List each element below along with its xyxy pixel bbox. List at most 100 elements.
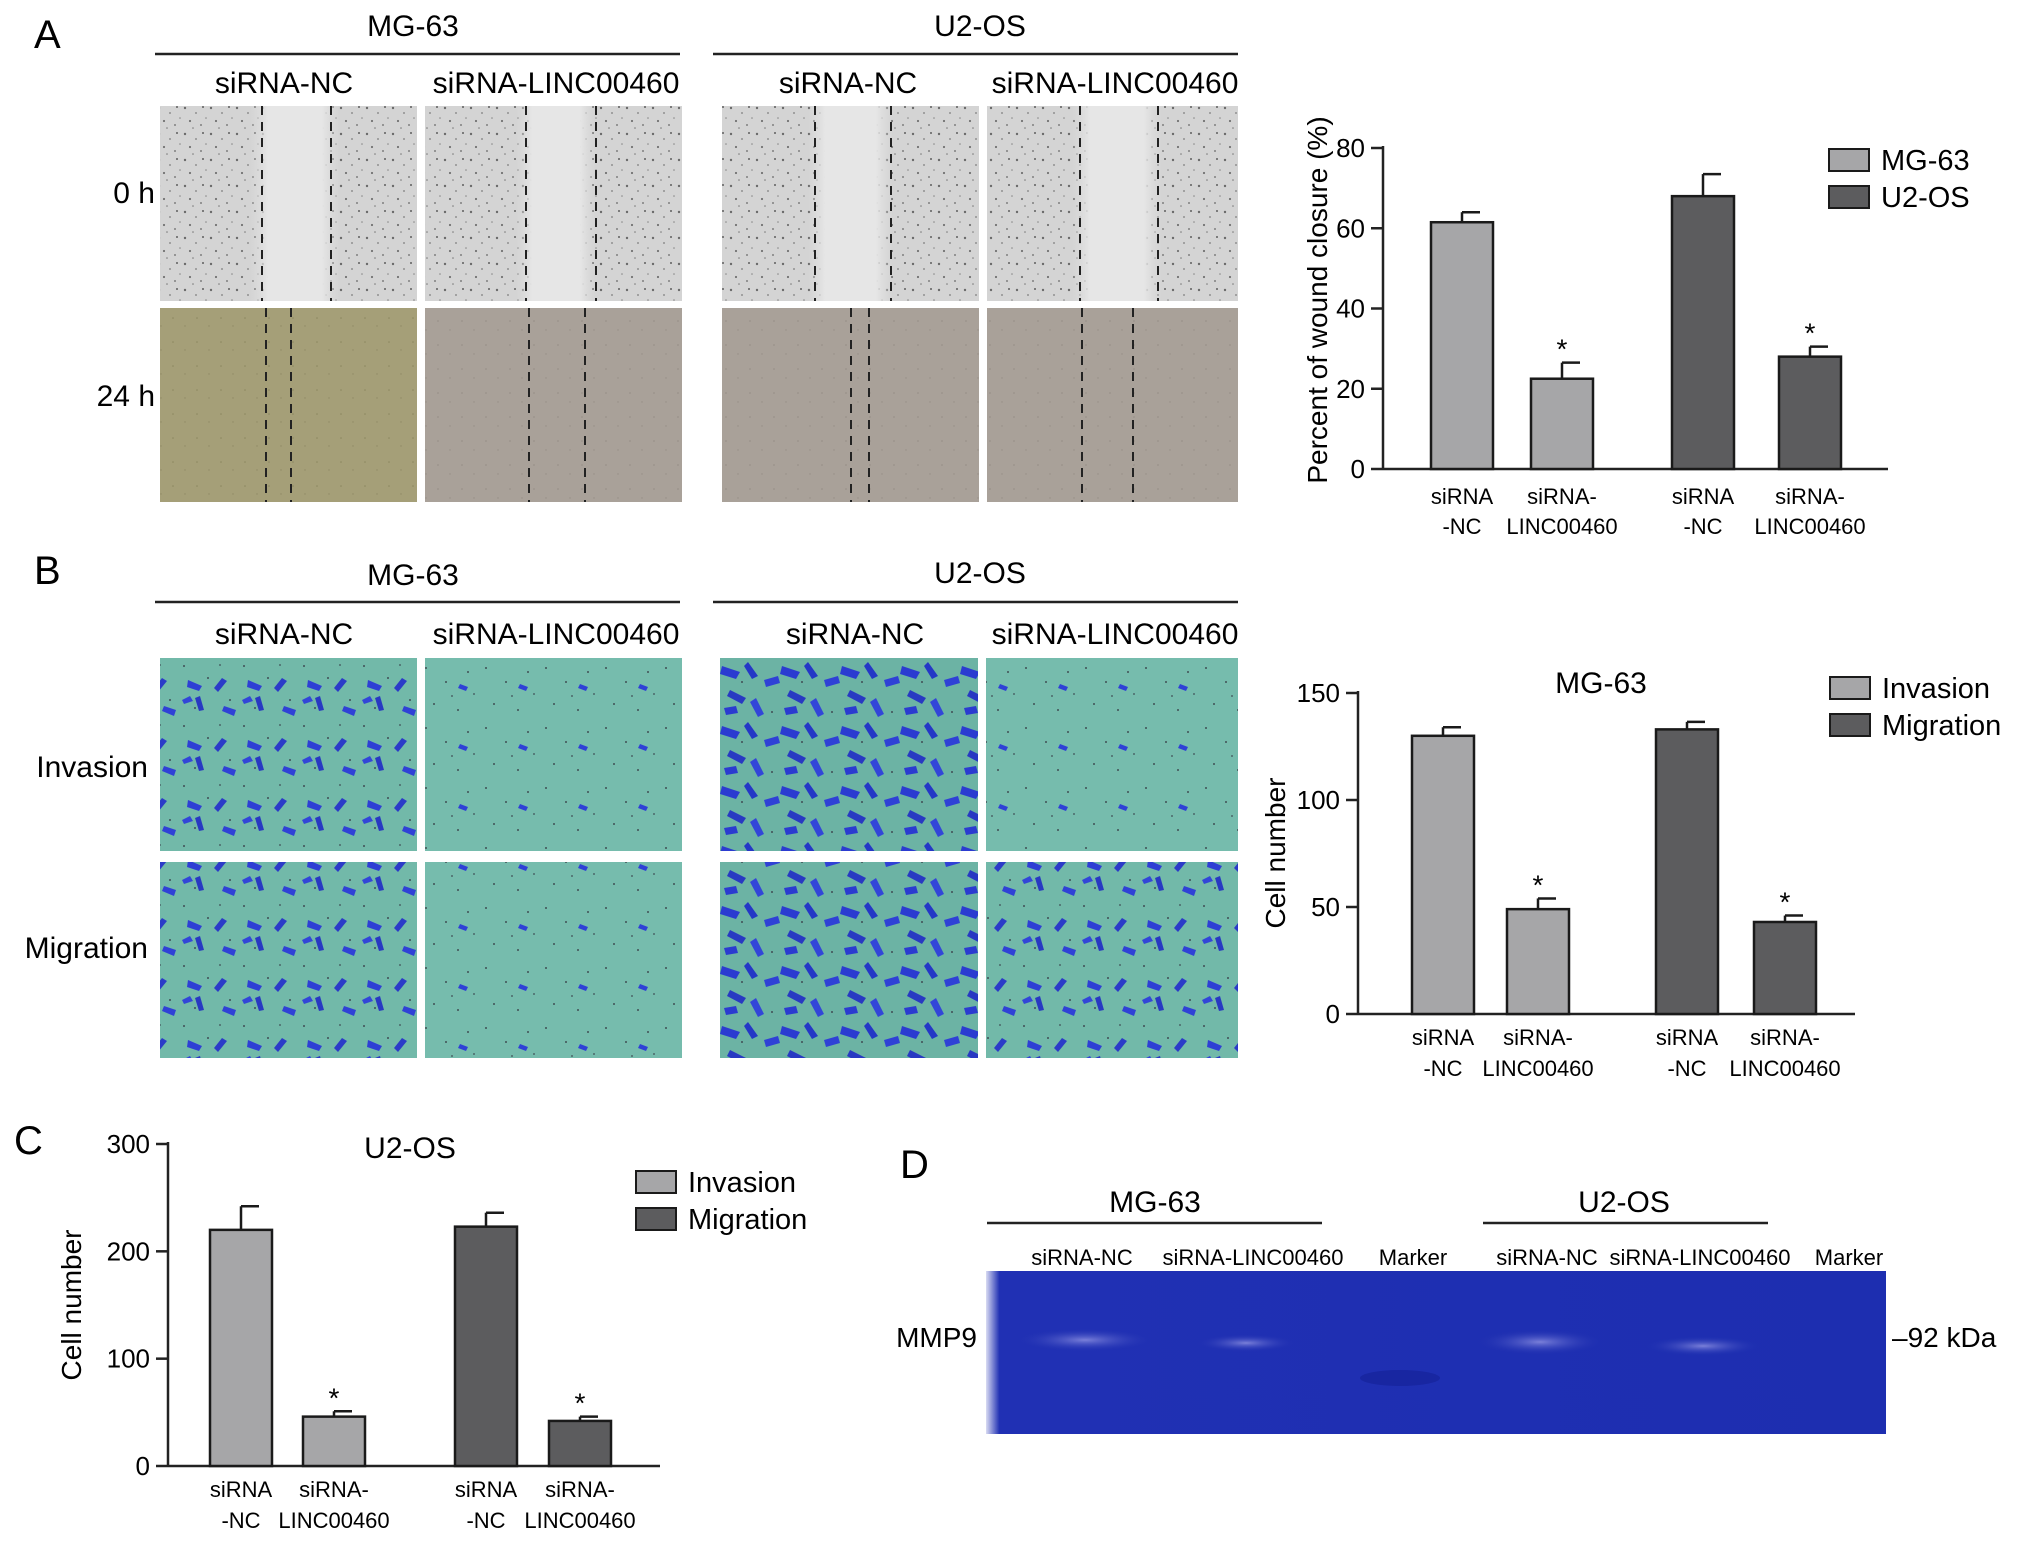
scratch-image-mg63-nc-24h [160,308,417,502]
scratch-image-u2os-nc-24h [722,308,979,502]
category-label: siRNA [1412,1025,1475,1050]
panel-letter-d: D [900,1143,929,1187]
gel-band-u2os-nc [1476,1329,1604,1355]
category-label: -NC [1667,1056,1706,1081]
category-label: siRNA- [299,1477,369,1502]
chart-u2os-cell-number: 0 100 200 300 Cell number U2-OS siRNA -NC * siRNA… [56,1129,807,1533]
y-tick-label: 20 [1336,374,1365,404]
category-label: siRNA- [1750,1025,1820,1050]
scratch-image-mg63-si-0h [425,106,682,301]
a-cond-mg63-si: siRNA-LINC00460 [433,67,680,100]
panel-letter-c: C [14,1119,43,1163]
legend-label: Migration [688,1204,807,1236]
category-label: LINC00460 [1506,514,1617,539]
category-label: siRNA [1656,1025,1719,1050]
b-cond-u2os-si: siRNA-LINC00460 [992,618,1239,651]
category-label: siRNA- [1775,484,1845,509]
y-tick-label: 100 [107,1344,150,1374]
y-tick-label: 0 [136,1451,150,1481]
y-tick-label: 100 [1297,785,1340,815]
scratch-image-mg63-nc-0h [160,106,417,301]
b-cond-u2os-nc: siRNA-NC [786,618,924,651]
legend-swatch [1829,676,1871,700]
category-label: siRNA [1672,484,1735,509]
significance-star: * [1805,318,1816,349]
y-tick-label: 50 [1311,892,1340,922]
transwell-image-u2os-nc-migration [720,862,978,1058]
transwell-image-mg63-si-invasion [425,658,682,851]
b-row-migration: Migration [25,932,148,965]
bar [1777,355,1843,471]
legend-label: U2-OS [1881,182,1970,214]
scratch-image-u2os-si-0h [987,106,1238,301]
a-cond-u2os-si: siRNA-LINC00460 [992,67,1239,100]
gel-band-u2os-si [1645,1336,1761,1356]
y-tick-label: 300 [107,1129,150,1159]
a-row-24h: 24 h [97,380,155,413]
transwell-image-mg63-nc-migration [160,862,417,1058]
bar [547,1419,613,1468]
transwell-image-mg63-nc-invasion [160,658,417,851]
scratch-image-u2os-nc-0h [722,106,979,301]
bar [208,1228,274,1468]
category-label: -NC [1442,514,1481,539]
scratch-image-u2os-si-24h [987,308,1238,502]
a-cond-u2os-nc: siRNA-NC [779,67,917,100]
bar [1429,220,1495,471]
gel-marker-smear [1360,1370,1440,1386]
category-label: LINC00460 [1482,1056,1593,1081]
legend-label: Migration [1882,710,2001,742]
d-lane-label-2: siRNA-LINC00460 [1163,1245,1344,1270]
legend-swatch [1828,148,1870,172]
d-lane-label-3: Marker [1379,1245,1447,1270]
b-row-invasion: Invasion [36,751,148,784]
category-label: siRNA [1431,484,1494,509]
significance-star: * [575,1388,586,1419]
legend-label: Invasion [1882,673,1990,705]
y-tick-label: 150 [1297,678,1340,708]
d-cell-line-u2os: U2-OS [1578,1186,1670,1219]
significance-star: * [329,1382,340,1413]
chart-title: MG-63 [1555,667,1647,700]
a-row-0h: 0 h [113,177,155,210]
y-tick-label: 200 [107,1236,150,1266]
category-label: -NC [1683,514,1722,539]
chart-title: U2-OS [364,1132,456,1165]
a-cond-mg63-nc: siRNA-NC [215,67,353,100]
significance-star: * [1780,887,1791,918]
significance-star: * [1557,334,1568,365]
y-tick-label: 40 [1336,294,1365,324]
bar [1410,734,1476,1016]
legend-swatch [635,1207,677,1231]
category-label: LINC00460 [524,1508,635,1533]
legend-swatch [1829,713,1871,737]
d-size-marker: –92 kDa [1892,1322,1997,1353]
b-cond-mg63-si: siRNA-LINC00460 [433,618,680,651]
bar [453,1225,519,1468]
gel-band-mg63-si [1196,1334,1296,1352]
b-cell-line-u2os: U2-OS [934,557,1026,590]
d-lane-label-1: siRNA-NC [1031,1245,1133,1270]
bar [1752,920,1818,1016]
y-tick-label: 80 [1336,133,1365,163]
category-label: siRNA [210,1477,273,1502]
b-cell-line-mg63: MG-63 [367,559,459,592]
category-label: -NC [221,1508,260,1533]
y-tick-label: 60 [1336,213,1365,243]
transwell-image-u2os-si-invasion [986,658,1238,851]
y-axis-label: Cell number [1260,778,1291,929]
transwell-image-u2os-si-migration [986,862,1238,1058]
d-row-label-mmp9: MMP9 [896,1322,977,1353]
transwell-image-u2os-nc-invasion [720,658,978,851]
category-label: -NC [1423,1056,1462,1081]
category-label: LINC00460 [1754,514,1865,539]
scratch-image-mg63-si-24h [425,308,682,502]
bar [1505,907,1571,1016]
transwell-image-mg63-si-migration [425,862,682,1058]
zymography-gel [986,1271,1886,1434]
category-label: siRNA- [1503,1025,1573,1050]
d-lane-label-6: Marker [1815,1245,1883,1270]
a-cell-line-u2os: U2-OS [934,10,1026,43]
